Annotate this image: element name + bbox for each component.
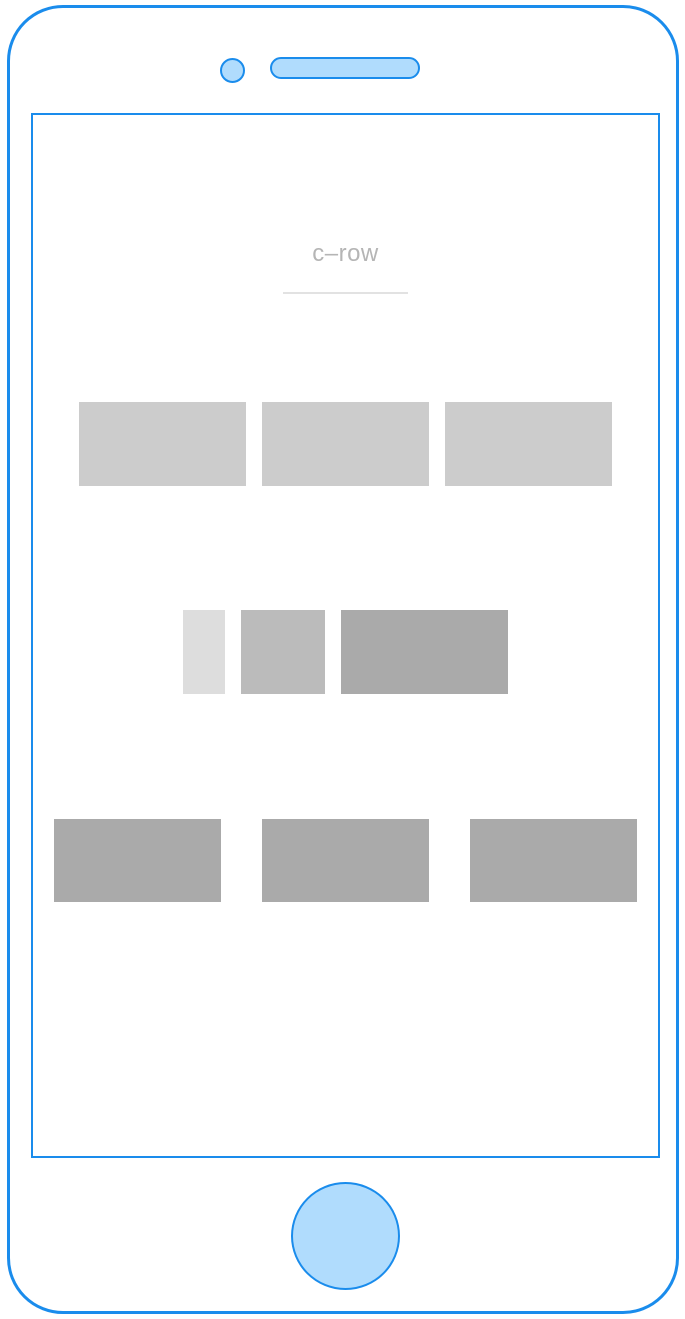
row-2-block-3 [341,610,508,694]
row-2-block-1 [183,610,225,694]
row-2-block-2 [241,610,325,694]
row-1-block-3 [445,402,612,486]
title-underline [283,292,408,294]
earpiece-speaker [270,57,420,79]
row-3-block-1 [54,819,221,902]
home-button[interactable] [291,1182,400,1290]
row-1-block-2 [262,402,429,486]
row-1-block-1 [79,402,246,486]
row-3-block-3 [470,819,637,902]
row-3-block-2 [262,819,429,902]
page-title: c–row [312,240,379,267]
front-camera-icon [220,58,245,83]
